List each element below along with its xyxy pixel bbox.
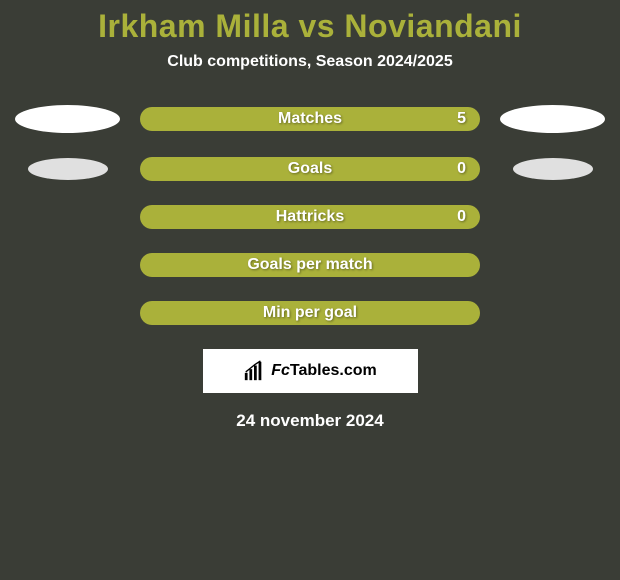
stat-row-min-per-goal: Min per goal xyxy=(0,301,620,325)
brand-text: FcTables.com xyxy=(271,362,377,380)
comparison-card: Irkham Milla vs Noviandani Club competit… xyxy=(0,0,620,431)
page-title: Irkham Milla vs Noviandani xyxy=(0,8,620,45)
stat-bar: Min per goal xyxy=(140,301,480,325)
stat-value: 0 xyxy=(457,160,466,178)
stat-label: Hattricks xyxy=(276,208,344,226)
brand-logo: FcTables.com xyxy=(203,349,418,393)
stat-label: Min per goal xyxy=(263,304,357,322)
brand-suffix: Tables.com xyxy=(290,362,377,379)
stat-bar: Matches 5 xyxy=(140,107,480,131)
left-marker-icon xyxy=(15,105,120,133)
right-marker-icon xyxy=(513,158,593,180)
stat-label: Matches xyxy=(278,110,342,128)
right-spacer xyxy=(500,158,605,180)
stat-value: 0 xyxy=(457,208,466,226)
subtitle: Club competitions, Season 2024/2025 xyxy=(0,53,620,71)
right-marker-icon xyxy=(500,105,605,133)
stat-row-goals-per-match: Goals per match xyxy=(0,253,620,277)
left-spacer xyxy=(15,158,120,180)
stat-label: Goals xyxy=(288,160,332,178)
left-marker-icon xyxy=(28,158,108,180)
date-label: 24 november 2024 xyxy=(0,411,620,431)
brand-prefix: Fc xyxy=(271,362,290,379)
stat-row-matches: Matches 5 xyxy=(0,105,620,133)
stat-bar: Goals per match xyxy=(140,253,480,277)
stat-row-goals: Goals 0 xyxy=(0,157,620,181)
stat-bar: Hattricks 0 xyxy=(140,205,480,229)
stat-bar: Goals 0 xyxy=(140,157,480,181)
stat-row-hattricks: Hattricks 0 xyxy=(0,205,620,229)
stat-label: Goals per match xyxy=(247,256,372,274)
chart-icon xyxy=(243,360,265,382)
stat-value: 5 xyxy=(457,110,466,128)
